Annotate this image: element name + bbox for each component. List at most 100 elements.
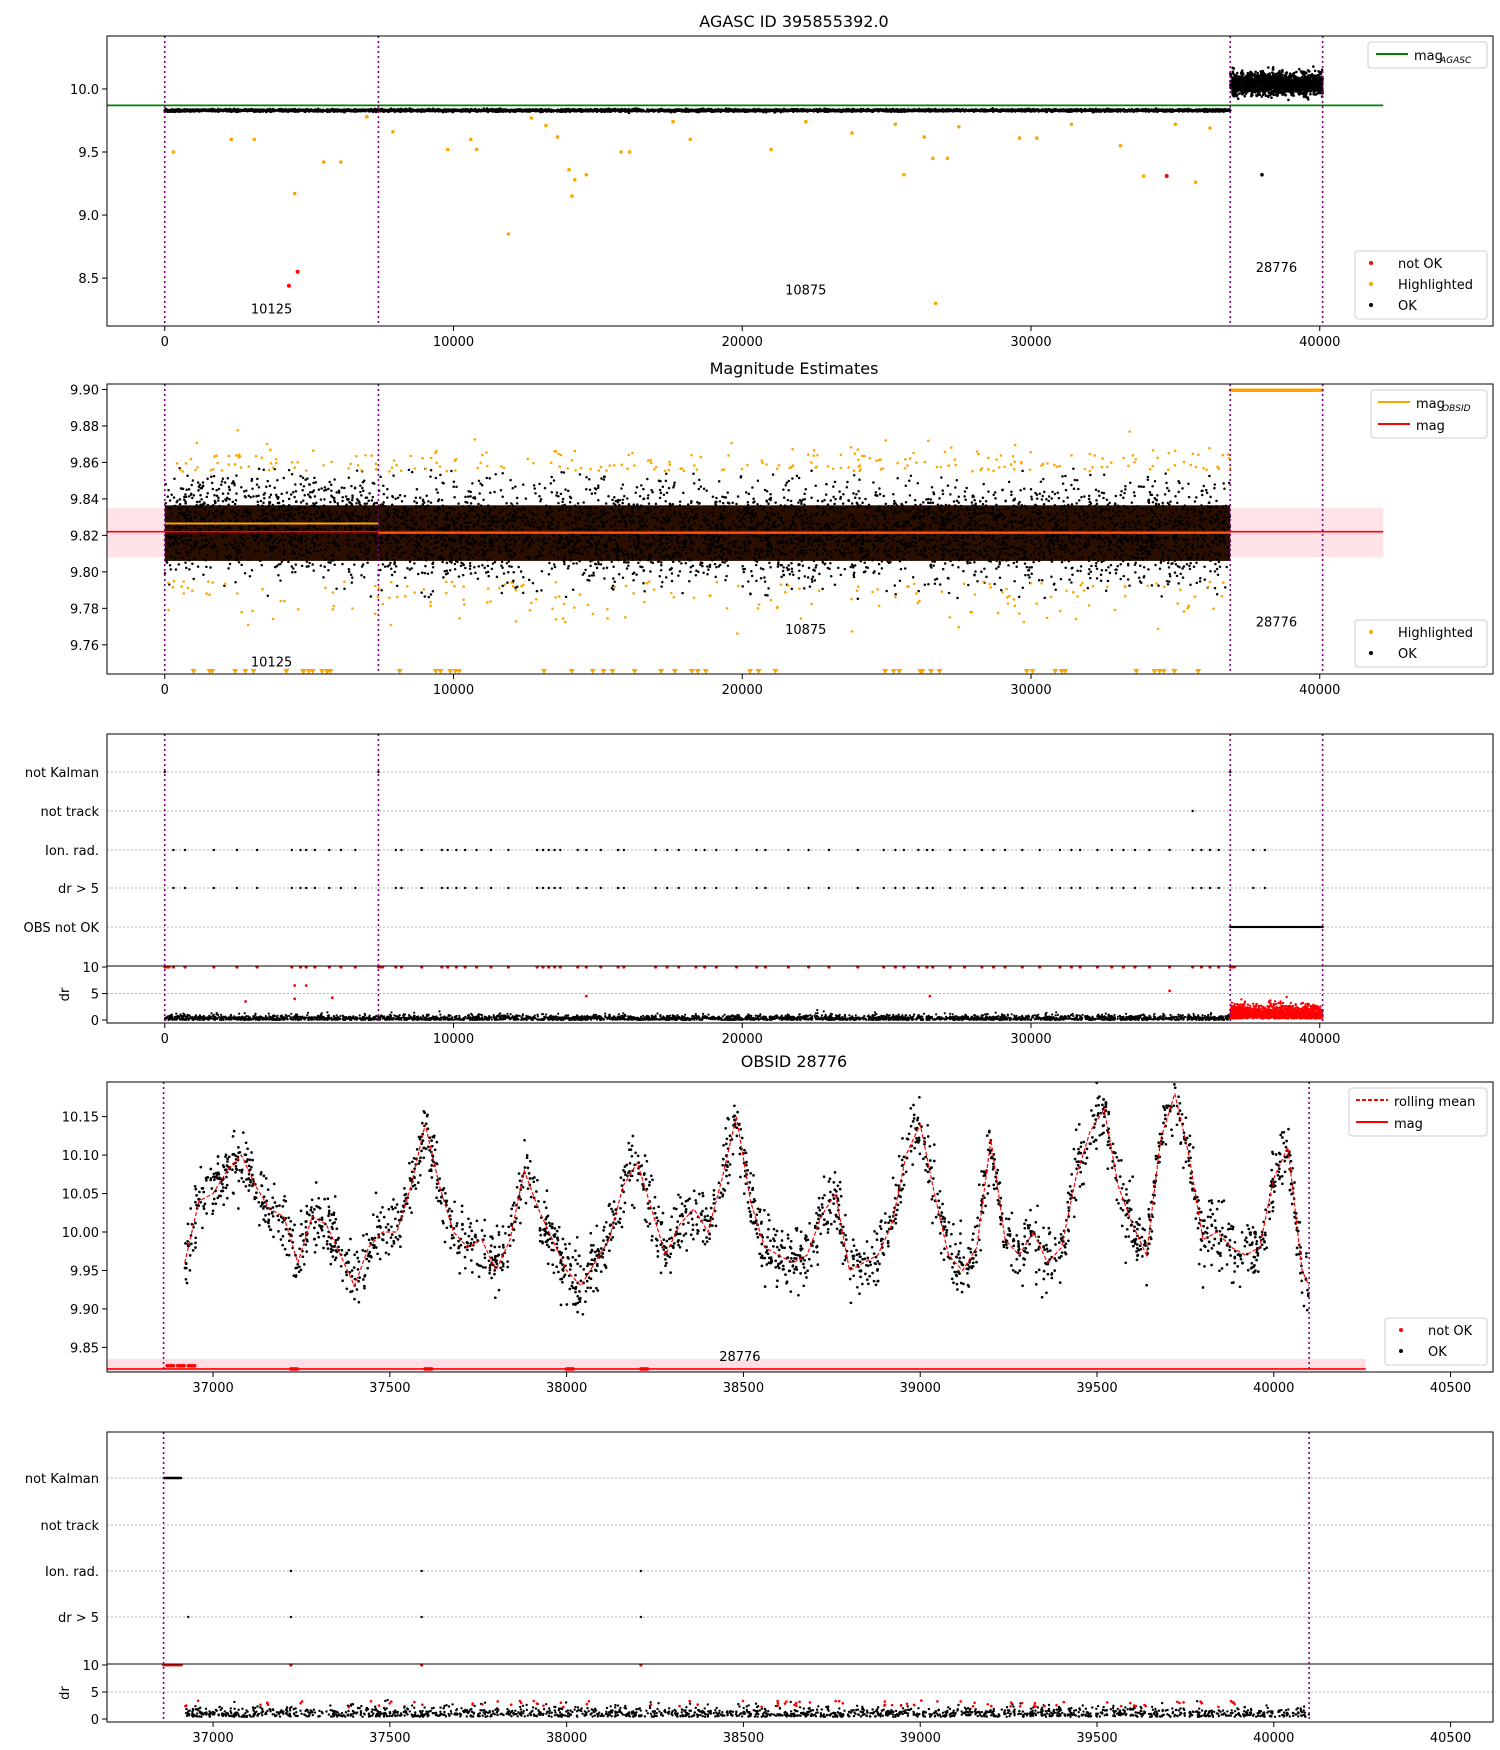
- ok-point: [229, 110, 232, 113]
- ok-point: [1145, 109, 1149, 112]
- ok-point: [826, 110, 830, 113]
- ok-point: [713, 109, 717, 112]
- ok-point: [659, 109, 662, 113]
- ok-point: [827, 108, 831, 111]
- ok-point: [941, 109, 945, 112]
- ok-point: [1120, 108, 1124, 112]
- ok-point: [512, 110, 515, 113]
- ok-point: [980, 108, 984, 111]
- panel4-title: OBSID 28776: [741, 1052, 847, 1071]
- ok-point: [1160, 109, 1164, 112]
- ok-point: [841, 108, 845, 111]
- ok-point: [496, 110, 499, 113]
- ok-point: [222, 108, 226, 112]
- ok-point: [552, 110, 555, 113]
- ok-point: [492, 108, 496, 112]
- ok-point: [784, 109, 788, 112]
- ok-point: [773, 109, 776, 112]
- panel2-title: Magnitude Estimates: [710, 359, 879, 378]
- ok-point: [613, 109, 617, 113]
- ok-point: [644, 110, 648, 113]
- ok-point: [241, 108, 244, 112]
- ok-point: [915, 108, 919, 112]
- ok-point: [321, 109, 324, 112]
- ok-point: [201, 108, 205, 111]
- ok-point: [279, 108, 282, 112]
- ok-point: [711, 108, 714, 112]
- ok-point: [205, 108, 208, 112]
- ok-point: [1099, 110, 1102, 113]
- ok-point: [954, 109, 958, 113]
- ok-point: [797, 109, 801, 112]
- ok-point: [177, 110, 181, 113]
- ok-point: [406, 109, 409, 113]
- ok-point: [307, 109, 311, 112]
- ok-point: [441, 109, 444, 113]
- ok-point: [734, 109, 738, 112]
- ok-point: [973, 109, 976, 112]
- ok-point: [196, 109, 200, 113]
- ok-point: [969, 109, 973, 112]
- ok-point: [438, 108, 441, 111]
- ok-point: [642, 109, 645, 113]
- ok-point: [863, 109, 866, 112]
- ok-point: [1003, 108, 1006, 112]
- ok-point: [808, 108, 811, 111]
- ok-point: [978, 109, 982, 113]
- ok-point: [357, 108, 361, 112]
- ok-point: [649, 108, 653, 112]
- ok-point: [995, 108, 999, 111]
- ok-point: [558, 109, 562, 113]
- ok-point: [417, 108, 421, 111]
- ok-point: [1149, 109, 1153, 113]
- ok-point: [448, 109, 451, 113]
- ok-point: [959, 109, 963, 112]
- ok-point: [679, 108, 682, 112]
- ok-point: [1023, 108, 1026, 111]
- ok-point: [935, 109, 938, 112]
- ok-point: [393, 108, 397, 112]
- ok-point: [1115, 110, 1119, 113]
- ok-point: [728, 109, 732, 113]
- ok-point: [872, 108, 875, 112]
- ok-point: [637, 108, 640, 111]
- ok-point: [194, 109, 197, 112]
- ok-point: [707, 109, 710, 112]
- ok-point: [210, 109, 213, 112]
- panel1-title: AGASC ID 395855392.0: [699, 12, 888, 31]
- ok-point: [310, 108, 313, 112]
- ok-point: [928, 108, 932, 112]
- ok-point: [672, 109, 676, 113]
- ok-point: [367, 109, 371, 113]
- ok-point: [1075, 109, 1079, 113]
- ok-point: [845, 110, 848, 113]
- ok-point: [917, 109, 921, 113]
- ok-point: [590, 109, 594, 112]
- ok-point: [509, 109, 512, 112]
- ok-point: [655, 109, 658, 112]
- ok-point: [1049, 109, 1052, 112]
- ok-point: [1136, 109, 1140, 113]
- ok-point: [890, 108, 894, 111]
- ok-point: [456, 109, 460, 112]
- ok-point: [1133, 108, 1137, 112]
- ok-point: [1036, 108, 1039, 112]
- ok-point: [505, 109, 508, 113]
- ok-point: [721, 109, 725, 112]
- ok-point: [1059, 109, 1062, 112]
- ok-point: [777, 109, 780, 112]
- ok-point: [528, 109, 531, 113]
- ok-point: [646, 108, 650, 112]
- ok-point: [1007, 109, 1010, 113]
- ok-point: [259, 109, 263, 112]
- ok-point: [531, 108, 534, 111]
- ok-point: [1095, 109, 1098, 112]
- ok-point: [782, 108, 785, 112]
- ok-point: [771, 108, 774, 112]
- ok-point: [896, 109, 899, 112]
- ok-point: [369, 107, 373, 111]
- ok-point: [1029, 108, 1032, 112]
- ok-point: [810, 109, 814, 112]
